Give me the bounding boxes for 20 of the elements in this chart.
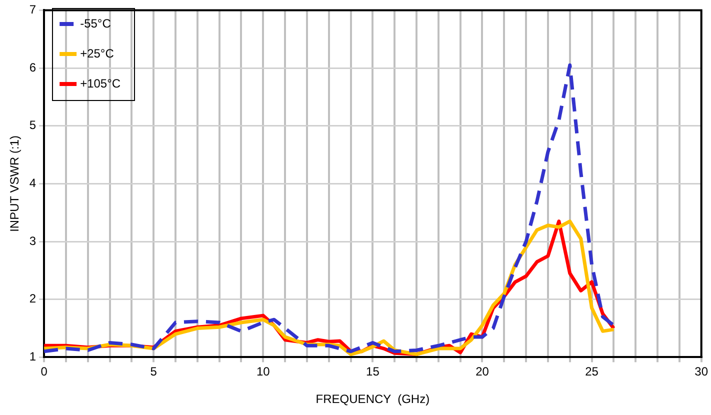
y-tick-label: 7 (29, 2, 36, 17)
line-series (44, 63, 616, 354)
x-tick-label: 10 (256, 364, 270, 379)
y-axis-title: INPUT VSWR (:1) (8, 135, 22, 232)
y-tick-label: 4 (29, 176, 36, 190)
y-tick-label: 2 (29, 292, 36, 306)
x-axis-title: FREQUENCY (GHz) (316, 392, 430, 406)
x-tick-label: 20 (476, 364, 490, 379)
legend-label: +105°C (80, 76, 121, 90)
x-tick-label: 0 (40, 364, 48, 379)
x-tick-label: 15 (366, 364, 380, 379)
x-tick-label: 25 (585, 364, 599, 379)
y-tick-label: 6 (29, 60, 36, 74)
y-tick-label: 3 (29, 234, 36, 248)
x-tick-label: 5 (150, 364, 158, 379)
legend-label: -55°C (80, 16, 112, 30)
y-tick-label: 5 (29, 118, 36, 132)
legend-label: +25°C (80, 46, 114, 60)
y-tick-label: 1 (29, 350, 36, 364)
x-tick-label: 30 (694, 364, 708, 379)
